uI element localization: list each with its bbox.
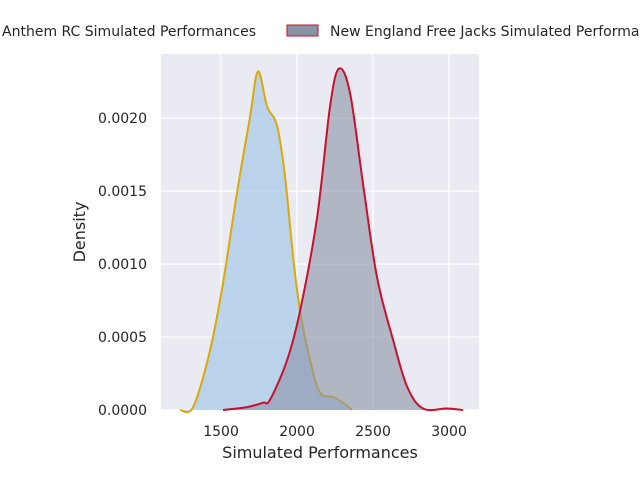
x-tick-label: 2000 (279, 424, 315, 440)
density-fill-0 (180, 71, 353, 413)
density-areas (179, 67, 464, 414)
x-tick-labels: 1500 2000 2500 3000 (203, 424, 467, 440)
legend-swatch-free-jacks (286, 24, 319, 37)
x-axis-label: Simulated Performances (222, 443, 418, 462)
y-tick-label: 0.0005 (98, 330, 147, 346)
y-tick-label: 0.0015 (98, 184, 147, 200)
legend-label-free-jacks: New England Free Jacks Simulated Perform… (330, 24, 640, 40)
density-fill-1 (223, 68, 464, 411)
y-tick-label: 0.0010 (98, 257, 147, 273)
y-tick-labels: 0.0000 0.0005 0.0010 0.0015 0.0020 (98, 111, 147, 419)
x-tick-label: 3000 (431, 424, 467, 440)
legend: Anthem RC Simulated Performances New Eng… (2, 24, 640, 40)
density-line-1 (222, 67, 464, 412)
y-axis-label: Density (70, 202, 89, 263)
x-tick-label: 1500 (203, 424, 239, 440)
legend-label-anthem: Anthem RC Simulated Performances (2, 24, 256, 40)
y-tick-label: 0.0020 (98, 111, 147, 127)
x-tick-label: 2500 (355, 424, 391, 440)
y-tick-label: 0.0000 (98, 403, 147, 419)
